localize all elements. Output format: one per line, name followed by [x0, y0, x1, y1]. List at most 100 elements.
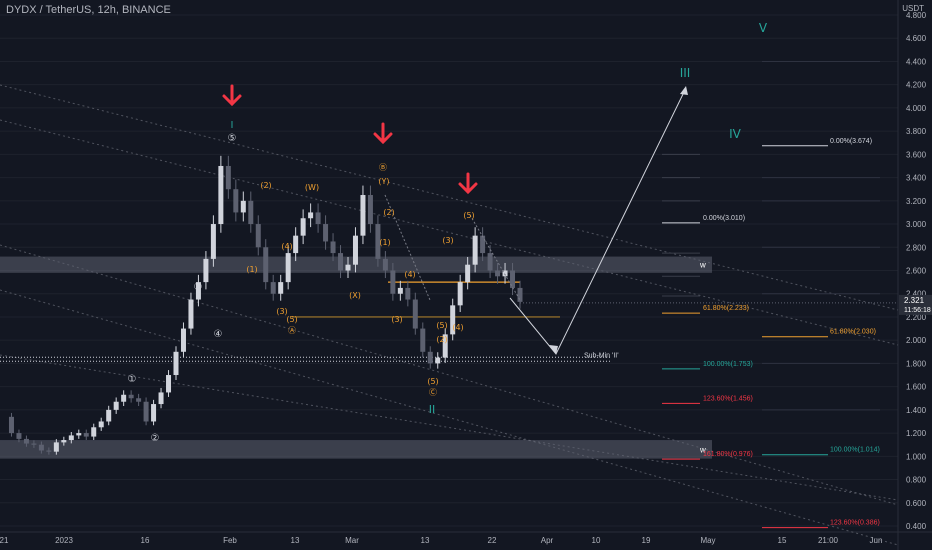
minor-wave-label: (X) [349, 291, 361, 300]
price-tick-label: 2.800 [906, 243, 927, 252]
fib-level-label: 0.00%(3.674) [830, 138, 872, 145]
candle-body [255, 224, 261, 248]
channel-line [0, 354, 899, 501]
candle-body [375, 224, 381, 259]
candle-body [270, 282, 276, 294]
circled-wave-label: ③ [194, 282, 203, 293]
price-tick-label: 3.400 [906, 174, 927, 183]
candle-body [166, 375, 172, 393]
price-tick-label: 1.600 [906, 383, 927, 392]
time-tick-label: 13 [421, 536, 430, 545]
minor-wave-label: Ⓒ [429, 388, 437, 397]
candle-body [330, 241, 336, 254]
price-tick-label: 1.000 [906, 452, 927, 461]
candle-body [173, 351, 179, 376]
price-tick-label: 0.800 [906, 476, 927, 485]
candle-body [472, 235, 478, 265]
candle-body [465, 264, 471, 283]
minor-wave-label: (1) [246, 265, 257, 274]
price-tick-label: 3.600 [906, 150, 927, 159]
candle-body [352, 235, 358, 265]
price-tick-label: 2.200 [906, 313, 927, 322]
candle-body [61, 440, 67, 443]
candle-body [143, 401, 149, 422]
fib-level-label: 100.00%(1.753) [703, 361, 753, 368]
fib-level-label: 123.60%(0.386) [830, 520, 880, 527]
time-tick-label: 13 [291, 536, 300, 545]
minor-wave-label: Ⓑ [379, 163, 387, 172]
minor-wave-label: (4) [281, 242, 292, 251]
circled-wave-label: ② [151, 433, 160, 444]
zone-label: w [699, 261, 706, 270]
candle-body [203, 258, 209, 283]
price-tick-label: 4.200 [906, 81, 927, 90]
fib-level-label: 0.00%(3.010) [703, 215, 745, 222]
last-price-badge [899, 294, 932, 315]
primary-wave-label: II [429, 403, 436, 416]
minor-wave-label: (5) [436, 321, 447, 330]
candle-body [427, 351, 433, 364]
candle-body [360, 195, 366, 236]
candle-body [83, 433, 89, 437]
price-tick-label: 1.400 [906, 406, 927, 415]
candle-body [480, 235, 486, 254]
time-tick-label: 2023 [55, 536, 73, 545]
price-unit: USDT [902, 4, 924, 13]
candle-body [128, 394, 134, 399]
candle-body [382, 258, 388, 271]
candle-body [308, 212, 314, 219]
price-tick-label: 3.800 [906, 127, 927, 136]
candle-body [151, 404, 157, 422]
candle-body [136, 398, 142, 402]
projection-arrow [509, 87, 687, 355]
minor-wave-label: (5) [463, 211, 474, 220]
primary-wave-label: I [231, 120, 234, 131]
candle-body [390, 270, 396, 294]
circled-wave-label: ④ [214, 329, 223, 340]
candle-body [502, 270, 508, 277]
price-tick-label: 2.400 [906, 290, 927, 299]
candle-body [367, 195, 373, 225]
fib-level-label: 123.60%(1.456) [703, 395, 753, 402]
channel-line [0, 119, 899, 346]
candle-body [397, 287, 403, 294]
candle-body [345, 264, 351, 271]
sell-arrow-icon [458, 172, 478, 195]
candle-body [31, 443, 37, 445]
candle-body [68, 435, 74, 441]
candle-body [240, 200, 246, 213]
minor-wave-label: (2) [436, 335, 447, 344]
minor-wave-label: (5) [286, 315, 297, 324]
price-tick-label: 4.800 [906, 11, 927, 20]
candle-body [285, 253, 291, 283]
candle-body [517, 287, 523, 302]
candle-body [293, 235, 299, 254]
candle-body [263, 247, 269, 283]
fib-level-label: 61.80%(2.030) [830, 329, 876, 336]
candle-body [300, 218, 306, 236]
minor-wave-label: (Y) [378, 177, 389, 186]
channel-line [0, 244, 899, 506]
circled-wave-label: ⑤ [228, 133, 237, 144]
candle-body [76, 433, 82, 436]
candle-body [8, 416, 14, 434]
price-tick-label: 4.600 [906, 34, 927, 43]
price-tick-label: 0.600 [906, 499, 927, 508]
minor-wave-label: (5) [427, 377, 438, 386]
zone-label: w [699, 445, 706, 454]
candle-body [278, 282, 284, 294]
primary-wave-label: III [680, 66, 691, 80]
sub-min-label: Sub-Min 'II' [584, 352, 619, 359]
minor-wave-label: (W) [305, 183, 319, 192]
minor-wave-label: (1) [379, 238, 390, 247]
minor-wave-label: (4) [452, 323, 463, 332]
candle-body [510, 270, 516, 288]
price-tick-label: 4.400 [906, 57, 927, 66]
candle-body [412, 299, 418, 329]
countdown-label: 11:56:18 [904, 307, 931, 314]
minor-wave-label: (2) [383, 208, 394, 217]
wave-guide-line [469, 214, 521, 301]
time-tick-label: Jun [870, 536, 883, 545]
candle-body [23, 438, 29, 444]
